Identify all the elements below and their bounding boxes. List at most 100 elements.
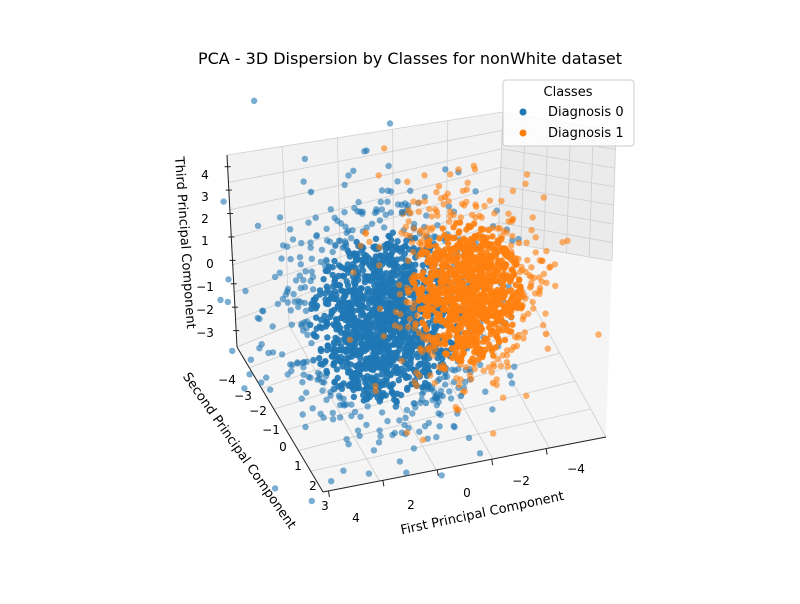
data-point <box>513 260 520 268</box>
data-point <box>403 469 410 476</box>
data-point <box>217 296 224 304</box>
data-point <box>540 194 547 201</box>
data-point <box>407 187 414 194</box>
data-point <box>334 217 341 224</box>
data-point <box>337 324 344 332</box>
data-point <box>276 269 283 276</box>
z-tick-label: −1 <box>196 280 214 294</box>
data-point <box>452 404 459 411</box>
data-point <box>514 334 521 341</box>
data-point <box>477 361 484 369</box>
data-point <box>490 328 497 335</box>
data-point <box>291 298 298 305</box>
data-point <box>402 414 409 421</box>
data-point <box>432 267 439 274</box>
grid-line-z <box>500 166 615 188</box>
data-point <box>328 478 335 485</box>
data-point <box>271 273 279 281</box>
data-point <box>387 209 394 216</box>
data-point <box>383 377 390 385</box>
data-point <box>453 254 460 262</box>
data-point <box>377 432 384 440</box>
data-point <box>363 252 370 259</box>
data-point <box>384 307 391 314</box>
data-point <box>455 166 462 173</box>
data-point <box>329 248 336 256</box>
data-point <box>346 336 354 343</box>
data-point <box>416 305 424 313</box>
data-point <box>511 271 518 278</box>
right-pane <box>498 112 616 261</box>
data-point <box>420 276 427 283</box>
data-point <box>333 366 341 373</box>
data-point <box>440 201 447 208</box>
data-point <box>376 427 383 434</box>
data-point <box>408 276 415 283</box>
data-point <box>532 249 539 256</box>
data-point <box>376 363 383 370</box>
data-point <box>329 409 336 417</box>
data-point <box>384 198 391 205</box>
data-point <box>274 300 282 308</box>
data-point <box>414 354 421 361</box>
data-point <box>456 276 463 283</box>
scatter-points <box>217 97 602 505</box>
data-point <box>337 306 344 313</box>
data-point <box>384 417 391 425</box>
data-point <box>414 312 421 319</box>
data-point <box>342 336 349 344</box>
grid-line-right <box>611 130 617 262</box>
data-point <box>432 256 439 264</box>
data-point <box>450 422 457 430</box>
x-tick-label: −2 <box>512 474 530 488</box>
data-point <box>455 229 462 237</box>
data-point <box>396 291 404 298</box>
data-point <box>380 392 387 399</box>
data-point <box>456 290 464 297</box>
data-point <box>485 364 493 371</box>
data-point <box>470 220 478 227</box>
data-point <box>392 314 399 322</box>
data-point <box>359 310 366 317</box>
z-tick-label: −2 <box>196 303 214 317</box>
data-point <box>229 347 236 355</box>
data-point <box>385 255 392 262</box>
data-point <box>372 235 380 242</box>
grid-line-z <box>498 222 613 243</box>
data-point <box>321 312 328 320</box>
data-point <box>441 297 448 304</box>
data-point <box>439 225 446 232</box>
data-point <box>457 324 465 331</box>
data-point <box>445 203 453 210</box>
data-point <box>476 231 483 238</box>
y-tick-label: 3 <box>321 499 329 513</box>
data-point <box>242 287 249 295</box>
data-point <box>448 270 455 278</box>
data-point <box>512 290 519 298</box>
data-point <box>254 222 262 229</box>
data-point <box>308 339 315 347</box>
data-point <box>298 395 305 402</box>
data-point <box>404 270 412 277</box>
data-point <box>420 295 428 302</box>
data-point <box>360 391 367 399</box>
data-point <box>419 284 426 292</box>
data-point <box>516 268 523 276</box>
data-point <box>336 237 344 245</box>
y-tick-label: −4 <box>218 373 236 387</box>
data-point <box>395 303 403 310</box>
data-point <box>392 366 400 373</box>
data-point <box>366 383 373 390</box>
data-point <box>320 276 327 283</box>
data-point <box>310 357 317 364</box>
data-point <box>419 319 426 326</box>
data-point <box>497 362 504 370</box>
data-point <box>508 218 515 225</box>
data-point <box>509 232 516 240</box>
data-point <box>387 382 394 389</box>
data-point <box>493 294 500 302</box>
data-point <box>393 244 400 251</box>
data-point <box>375 172 382 179</box>
data-point <box>477 323 484 330</box>
